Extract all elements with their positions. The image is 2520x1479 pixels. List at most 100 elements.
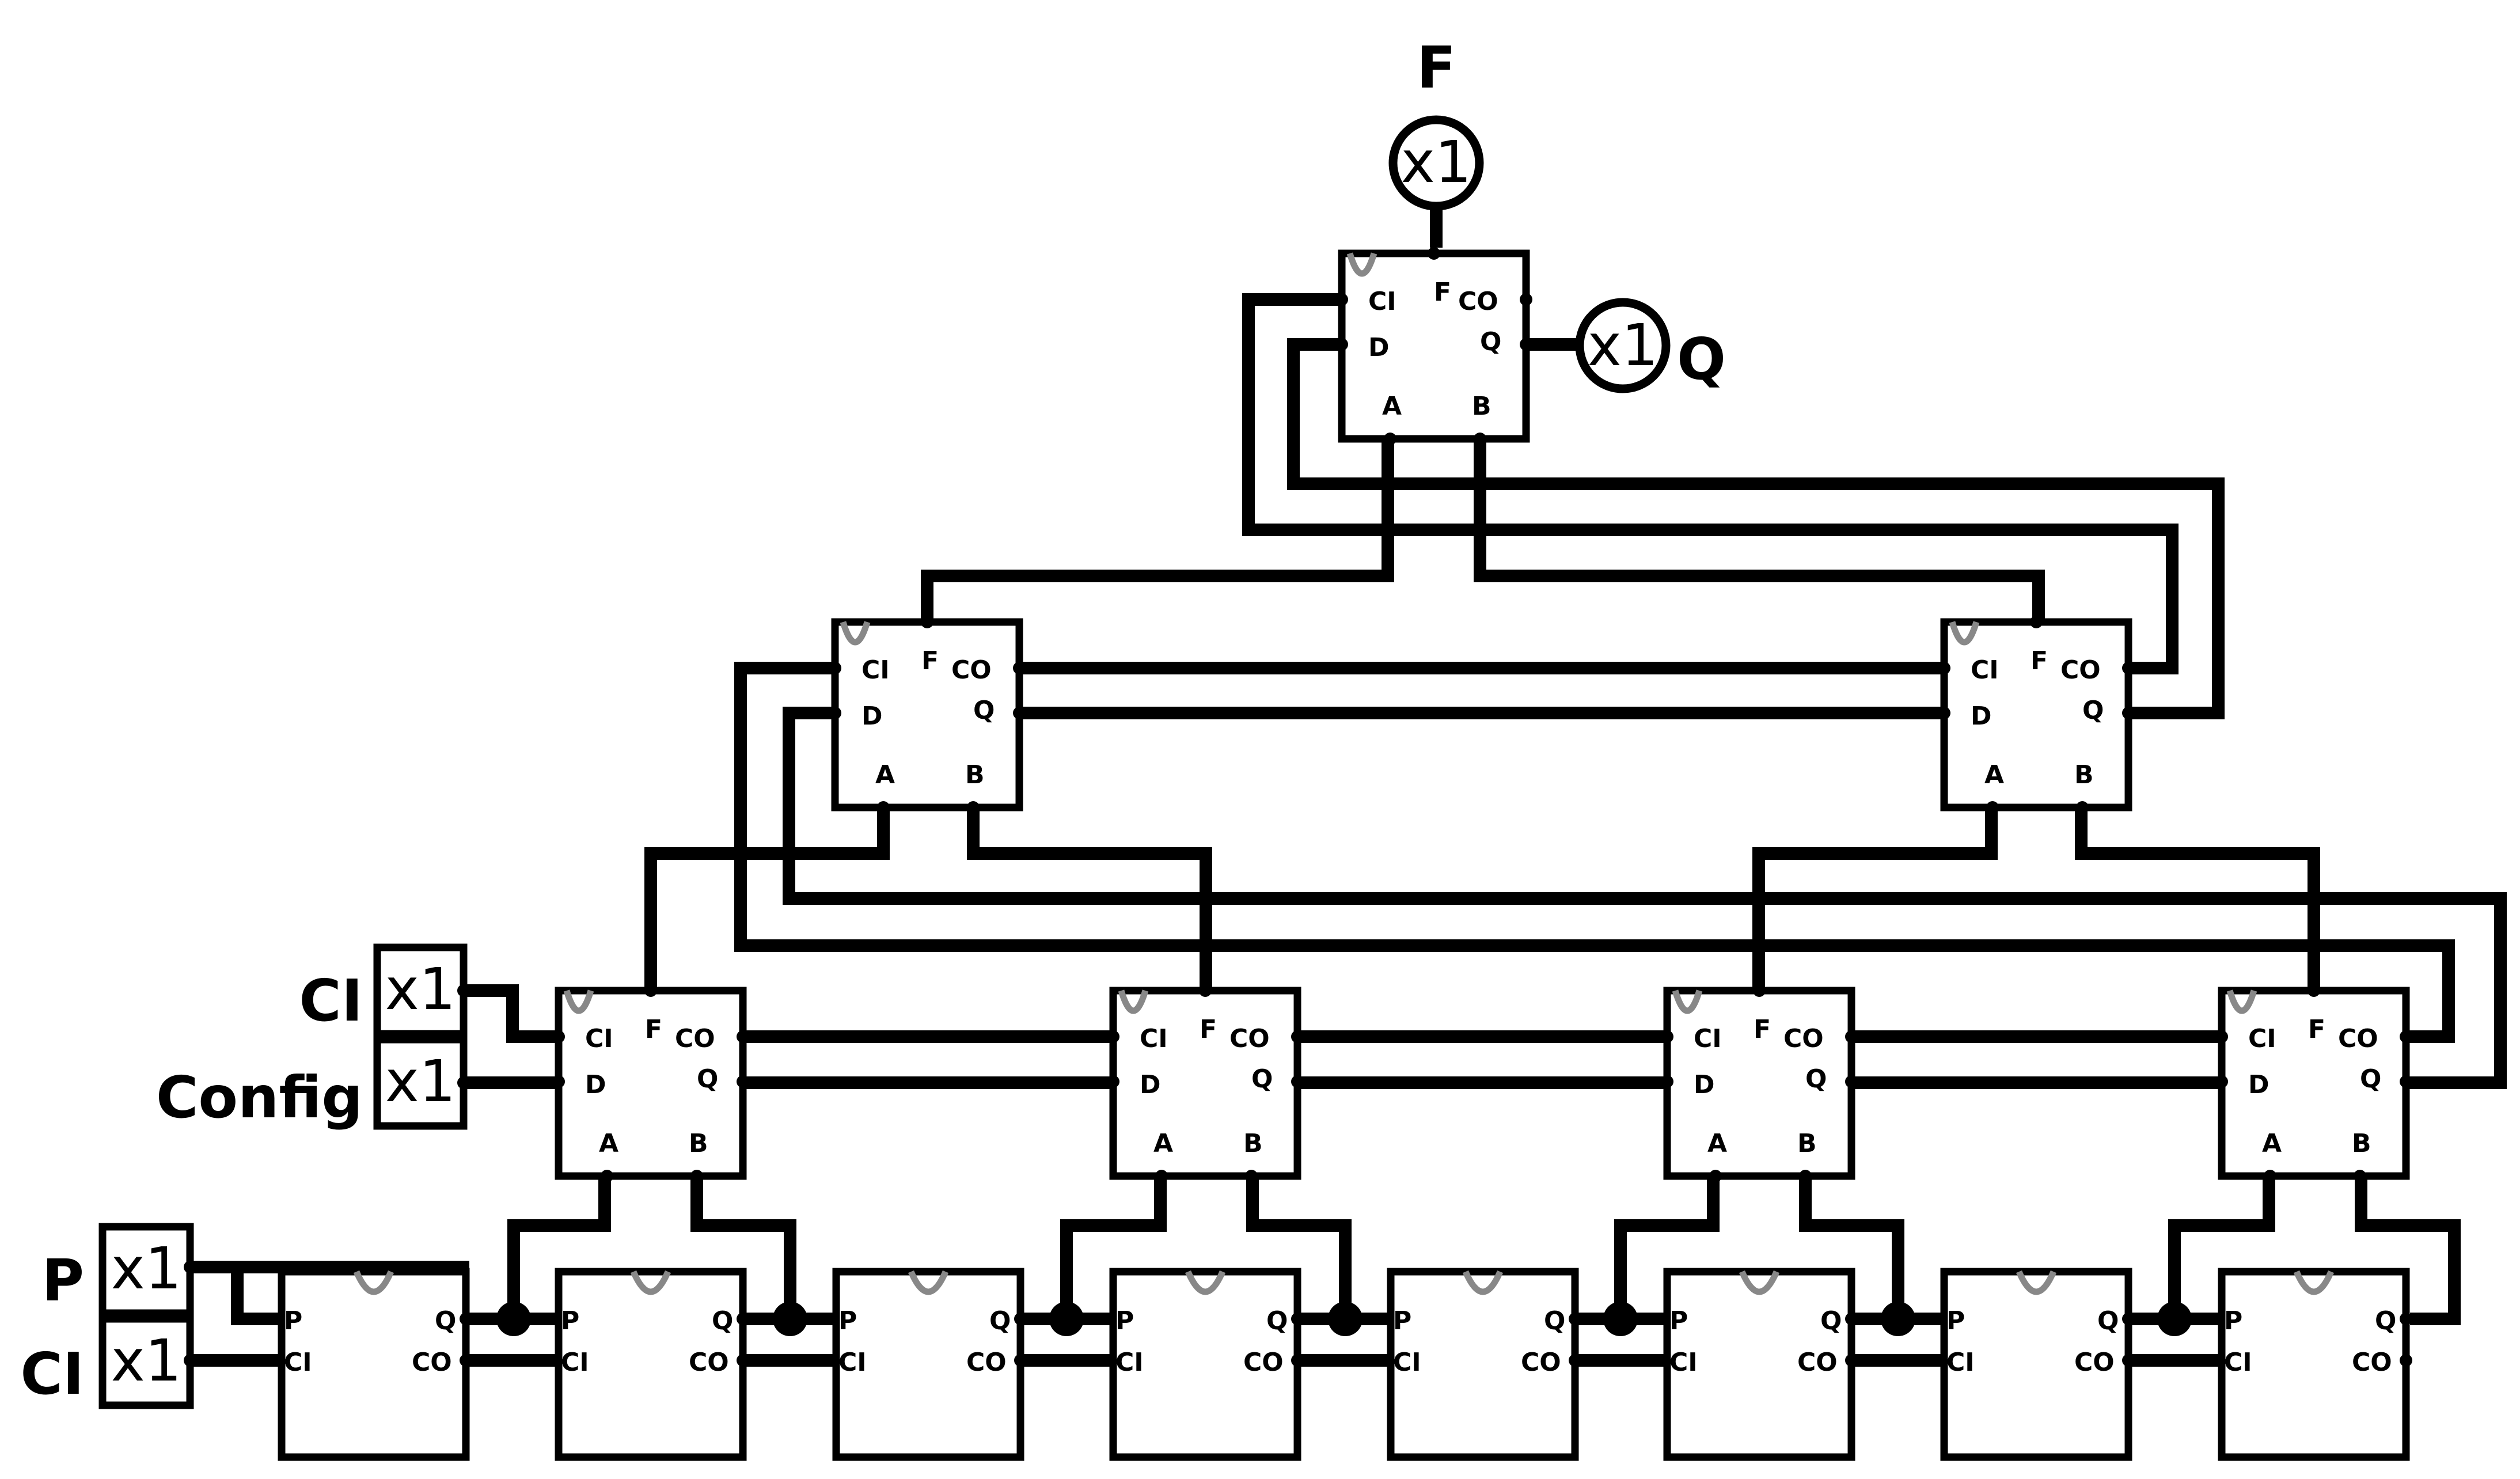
- pin-label-d: D: [2248, 1070, 2269, 1099]
- buffer-label: x1: [1588, 312, 1659, 379]
- junction-dot: [1881, 1302, 1915, 1336]
- low-node-3: CI D F CO Q A B: [1661, 984, 1858, 1182]
- pin-label-b: B: [2352, 1129, 2371, 1158]
- pin-label-a: A: [875, 760, 895, 790]
- f-output-buffer: x1: [1388, 115, 1484, 211]
- pin-label-d: D: [1694, 1070, 1715, 1099]
- pin-label-a: A: [1382, 392, 1402, 421]
- ci-bottom-input-label: CI: [20, 1340, 84, 1408]
- f-output-label: F: [1417, 34, 1456, 101]
- pin-label-q: Q: [989, 1306, 1011, 1336]
- pin-label-q: Q: [712, 1306, 733, 1336]
- pin-label-ci: CI: [561, 1348, 589, 1377]
- pin-label-b: B: [1797, 1129, 1817, 1158]
- pin-label-q: Q: [1820, 1306, 1842, 1336]
- leaf-cell-1: P CI Q CO: [282, 1272, 472, 1457]
- pin-label-ci: CI: [1946, 1348, 1975, 1377]
- junction-dot: [773, 1302, 807, 1336]
- pin-label-d: D: [585, 1070, 606, 1099]
- leaf-cell-7: P CI Q CO: [1944, 1272, 2135, 1457]
- pin-label-ci: CI: [838, 1348, 867, 1377]
- pin-label-ci: CI: [1669, 1348, 1698, 1377]
- pin-label-co: CO: [1458, 287, 1498, 316]
- p-input-buffer: x1: [98, 1223, 196, 1317]
- pin-label-ci: CI: [585, 1024, 613, 1053]
- pin-label-f: F: [1434, 278, 1451, 307]
- pin-label-q: Q: [2360, 1064, 2381, 1094]
- pin-label-d: D: [1368, 333, 1390, 362]
- buffer-label: x1: [1401, 128, 1472, 196]
- pin-label-b: B: [1472, 392, 1491, 421]
- pin-label-co: CO: [1521, 1348, 1561, 1377]
- pin-label-co: CO: [2074, 1348, 2115, 1377]
- pin-label-co: CO: [1797, 1348, 1838, 1377]
- leaf-cell-6: P CI Q CO: [1667, 1272, 1858, 1457]
- pin-label-ci: CI: [1368, 287, 1396, 316]
- pin-label-co: CO: [2338, 1024, 2378, 1053]
- pin-label-co: CO: [1783, 1024, 1824, 1053]
- pin-label-b: B: [689, 1129, 708, 1158]
- pin-label-f: F: [1200, 1015, 1217, 1044]
- junction-dot: [1328, 1302, 1363, 1336]
- pin-label-q: Q: [1266, 1306, 1288, 1336]
- pin-label-q: Q: [2375, 1306, 2396, 1336]
- leaf-cell-5: P CI Q CO: [1391, 1272, 1581, 1457]
- pin-label-p: P: [1115, 1306, 1134, 1336]
- pin-label-b: B: [965, 760, 985, 790]
- pin-label-p: P: [2224, 1306, 2242, 1336]
- pin-label-q: Q: [1480, 327, 1501, 357]
- pin-label-p: P: [284, 1306, 302, 1336]
- pin-label-co: CO: [951, 655, 992, 685]
- pin-label-a: A: [2262, 1129, 2282, 1158]
- pin-label-b: B: [1243, 1129, 1263, 1158]
- pin-label-q: Q: [1544, 1306, 1565, 1336]
- p-input-label: P: [42, 1247, 84, 1314]
- pin-label-f: F: [2308, 1015, 2325, 1044]
- pin-label-d: D: [1971, 701, 1992, 731]
- pin-label-ci: CI: [1140, 1024, 1168, 1053]
- pin-label-co: CO: [412, 1348, 452, 1377]
- pin-label-ci: CI: [1393, 1348, 1421, 1377]
- mid-left-node: CI D F CO Q A B: [829, 616, 1026, 814]
- pin-label-p: P: [1946, 1306, 1965, 1336]
- pin-label-q: Q: [2097, 1306, 2119, 1336]
- pin-label-ci: CI: [1115, 1348, 1144, 1377]
- pin-label-q: Q: [973, 696, 995, 725]
- junction-dot: [1049, 1302, 1084, 1336]
- pin-label-ci: CI: [284, 1348, 312, 1377]
- q-output-label: Q: [1677, 325, 1726, 393]
- pin-label-ci: CI: [1971, 655, 1999, 685]
- pin-label-ci: CI: [861, 655, 890, 685]
- pin-label-q: Q: [1805, 1064, 1827, 1094]
- pin-label-f: F: [2031, 646, 2048, 676]
- config-input-buffer: x1: [373, 1036, 470, 1130]
- pin-label-co: CO: [675, 1024, 715, 1053]
- pin-label-q: Q: [697, 1064, 718, 1094]
- leaf-cell-4: P CI Q CO: [1113, 1272, 1304, 1457]
- ci-input-label: CI: [299, 967, 363, 1034]
- pin-label-co: CO: [966, 1348, 1007, 1377]
- pin-label-d: D: [1140, 1070, 1161, 1099]
- low-node-4: CI D F CO Q A B: [2215, 984, 2412, 1182]
- leaf-cell-8: P CI Q CO: [2222, 1272, 2412, 1457]
- pin-label-ci: CI: [2224, 1348, 2252, 1377]
- pin-label-p: P: [838, 1306, 857, 1336]
- pin-label-ci: CI: [1694, 1024, 1722, 1053]
- buffer-label: x1: [111, 1235, 182, 1302]
- junction-dot: [2157, 1302, 2192, 1336]
- junction-dots: [496, 1302, 2192, 1336]
- buffer-label: x1: [385, 955, 456, 1023]
- config-input-label: Config: [156, 1064, 363, 1131]
- q-output-buffer: x1: [1575, 298, 1671, 393]
- pin-label-q: Q: [1251, 1064, 1273, 1094]
- mid-right-node: CI D F CO Q A B: [1938, 616, 2135, 814]
- ci-bottom-input-buffer: x1: [98, 1315, 196, 1409]
- pin-label-f: F: [645, 1015, 662, 1044]
- junction-dot: [1603, 1302, 1638, 1336]
- pin-label-co: CO: [1243, 1348, 1284, 1377]
- pin-label-a: A: [1153, 1129, 1173, 1158]
- pin-label-d: D: [861, 701, 883, 731]
- pin-label-co: CO: [2352, 1348, 2392, 1377]
- junction-dot: [496, 1302, 531, 1336]
- pin-label-ci: CI: [2248, 1024, 2276, 1053]
